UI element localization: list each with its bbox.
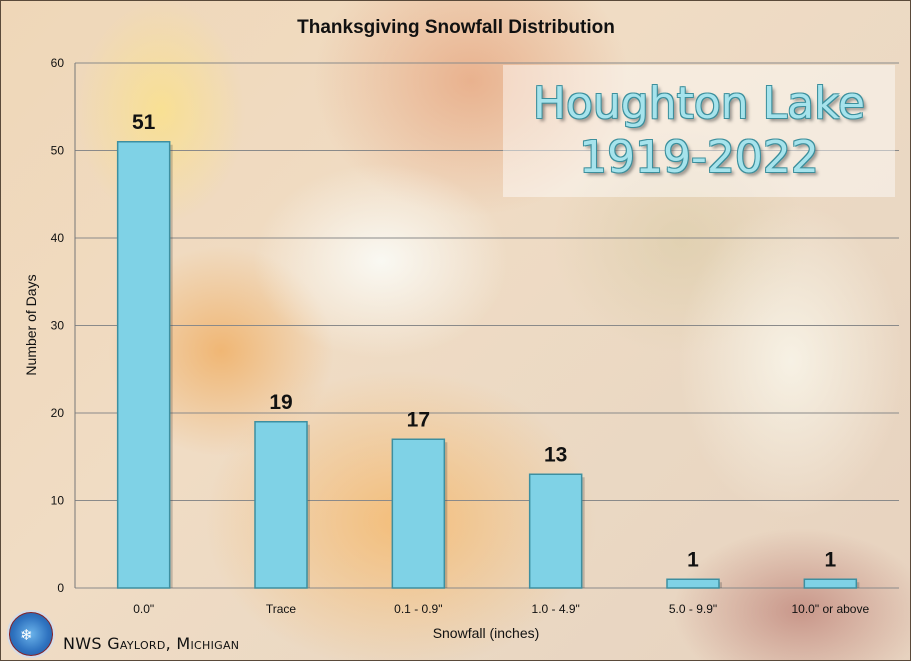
- data-label: 1: [824, 548, 836, 571]
- x-tick-label: 1.0 - 4.9": [532, 602, 580, 616]
- y-tick-label: 20: [51, 406, 65, 420]
- nws-logo-icon: ❄: [7, 610, 55, 658]
- bar: [528, 473, 583, 589]
- station-overlay: Houghton Lake 1919-2022: [503, 65, 895, 197]
- y-tick-label: 60: [51, 56, 65, 70]
- bar: [803, 578, 858, 589]
- y-tick-label: 10: [51, 494, 65, 508]
- period-of-record: 1919-2022: [579, 132, 819, 183]
- bar: [666, 578, 720, 589]
- bar: [391, 438, 446, 589]
- data-label: 19: [269, 391, 292, 414]
- data-labels: 51 19 17 13 1 1: [132, 111, 837, 572]
- data-label: 51: [132, 111, 156, 134]
- credit-text: NWS Gaylord, Michigan: [63, 634, 240, 653]
- data-label: 17: [407, 408, 430, 431]
- x-tick-label: 10.0" or above: [792, 602, 870, 616]
- data-label: 13: [544, 443, 567, 466]
- bar: [254, 421, 308, 589]
- chart-title: Thanksgiving Snowfall Distribution: [297, 17, 615, 38]
- y-tick-label: 0: [57, 581, 64, 595]
- x-tick-label: 0.0": [133, 602, 154, 616]
- y-axis-title: Number of Days: [23, 274, 39, 375]
- y-tick-labels: 0 10 20 30 40 50 60: [51, 56, 65, 595]
- y-tick-label: 40: [51, 231, 65, 245]
- x-tick-label: 0.1 - 0.9": [394, 602, 442, 616]
- x-tick-labels: 0.0" Trace 0.1 - 0.9" 1.0 - 4.9" 5.0 - 9.9" 1…: [133, 602, 869, 616]
- nws-logo-glyph: ❄: [20, 627, 33, 644]
- gridlines: [74, 62, 899, 589]
- x-tick-label: Trace: [266, 602, 297, 616]
- x-axis-title: Snowfall (inches): [433, 625, 540, 641]
- bar: [116, 141, 171, 589]
- y-tick-label: 30: [51, 319, 65, 333]
- x-tick-label: 5.0 - 9.9": [669, 602, 717, 616]
- y-tick-label: 50: [51, 144, 65, 158]
- data-label: 1: [687, 548, 699, 571]
- bars: [116, 141, 860, 589]
- station-name: Houghton Lake: [532, 78, 866, 129]
